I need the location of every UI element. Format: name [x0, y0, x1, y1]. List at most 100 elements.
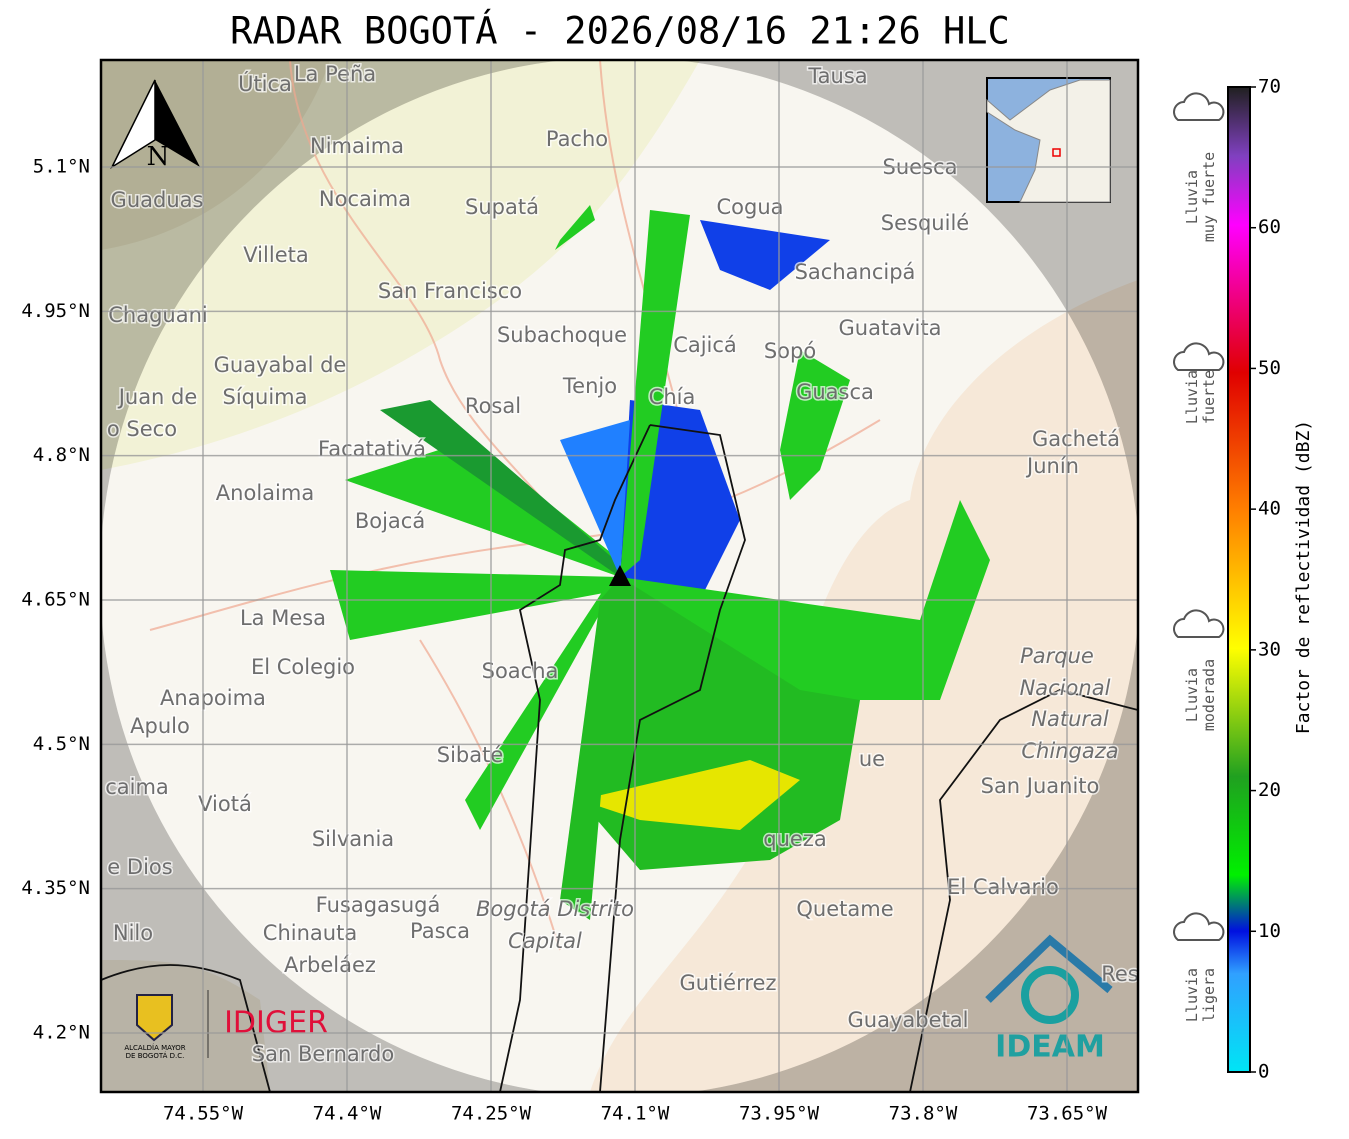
north-arrow: N: [110, 79, 200, 172]
place-label: Pacho: [546, 127, 608, 151]
place-label: Sachancipá: [795, 260, 916, 284]
place-label: Rosal: [465, 394, 521, 418]
place-label: Tenjo: [562, 374, 617, 398]
place-label: Pasca: [410, 919, 470, 943]
place-label: Res: [1101, 962, 1139, 986]
place-label: Capital: [508, 929, 582, 953]
boundaries: [101, 424, 1138, 1092]
place-label: Arbeláez: [284, 953, 376, 977]
legend-label: ligera: [1200, 968, 1218, 1022]
place-label: Guasca: [796, 380, 874, 404]
alcaldia-logo: ALCALDÍA MAYOR DE BOGOTÁ D.C. IDIGER: [124, 990, 328, 1060]
colorbar-tick-label: 70: [1258, 76, 1281, 98]
place-label: caima: [105, 775, 169, 799]
colorbar-tick-label: 0: [1258, 1061, 1269, 1083]
place-label: La Peña: [294, 62, 376, 86]
place-label: e Dios: [107, 855, 172, 879]
place-label: Síquima: [223, 385, 308, 409]
place-label: El Colegio: [251, 655, 355, 679]
north-label: N: [147, 142, 170, 172]
legend-label: Lluvia: [1183, 968, 1201, 1022]
map: N ALCALDÍA MAYOR DE BOGOTÁ D.C. IDIGER I…: [101, 60, 1139, 1092]
lon-tick-label: 74.4°W: [313, 1103, 382, 1125]
weather-icon: [1173, 92, 1225, 121]
place-label: Nimaima: [310, 134, 404, 158]
radar-echoes: [330, 205, 990, 920]
place-label: Bojacá: [355, 509, 425, 533]
place-label: Fusagasugá: [316, 893, 441, 917]
place-label: o Seco: [107, 417, 177, 441]
logo-text: DE BOGOTÁ D.C.: [126, 1051, 185, 1060]
lat-tick-label: 4.8°N: [33, 444, 90, 466]
weather-icon: [1173, 342, 1225, 371]
place-label: Cajicá: [673, 333, 737, 357]
place-label: Junín: [1025, 454, 1079, 478]
place-label: Chingaza: [1021, 739, 1118, 763]
place-label: Útica: [238, 71, 292, 96]
title: RADAR BOGOTÁ - 2026/08/16 21:26 HLC: [230, 9, 1010, 53]
map-frame: [99, 58, 1140, 1094]
ideam-logo: IDEAM: [985, 934, 1113, 1065]
place-label: San Juanito: [981, 774, 1100, 798]
lat-tick-label: 4.65°N: [21, 588, 90, 610]
place-label: queza: [763, 827, 826, 851]
colorbar-label: Factor de reflectividad (dBZ): [1293, 420, 1314, 734]
place-label: Guayabetal: [848, 1008, 969, 1032]
lon-tick-label: 73.8°W: [889, 1103, 958, 1125]
colorbar-tick-label: 50: [1258, 357, 1281, 379]
idiger-logo: IDIGER: [224, 1006, 328, 1041]
place-label: Soacha: [482, 659, 559, 683]
place-label: Anapoima: [160, 686, 266, 710]
radar-site: [609, 565, 631, 586]
legend-label: Lluvia: [1183, 668, 1201, 722]
place-label: Subachoque: [497, 323, 627, 347]
place-label: Sopó: [764, 339, 816, 363]
colorbar-tick-label: 10: [1258, 920, 1281, 942]
weather-icon: [1173, 912, 1225, 941]
weather-icon: [1173, 609, 1225, 638]
colorbar: [1227, 86, 1251, 1073]
colorbar-tick-label: 40: [1258, 498, 1281, 520]
legend-label: Lluvia: [1183, 170, 1201, 224]
place-label: Chía: [649, 385, 696, 409]
place-label: Nacional: [1020, 676, 1111, 700]
place-label: Chaguani: [108, 303, 208, 327]
place-label: Supatá: [465, 195, 539, 219]
place-label: Bogotá Distrito: [476, 897, 634, 921]
lon-tick-label: 73.65°W: [1027, 1103, 1108, 1125]
place-label: San Francisco: [378, 279, 522, 303]
legend-label: muy fuerte: [1200, 152, 1218, 242]
lon-tick-label: 74.25°W: [451, 1103, 532, 1125]
place-labels: Útica La Peña Tausa Pacho Nimaima Guaduas Noca…: [104, 61, 1139, 1068]
logo-text: ALCALDÍA MAYOR: [124, 1043, 185, 1052]
place-label: Cogua: [716, 195, 783, 219]
place-label: San Bernardo: [252, 1042, 394, 1066]
place-label: Sesquilé: [881, 211, 969, 235]
place-label: Natural: [1031, 707, 1109, 731]
lat-tick-label: 5.1°N: [33, 156, 90, 178]
place-label: Guayabal de: [214, 353, 347, 377]
lat-tick-label: 4.95°N: [21, 300, 90, 322]
place-label: Gachetá: [1032, 427, 1120, 451]
ideam-text: IDEAM: [995, 1030, 1105, 1065]
place-label: Guatavita: [839, 316, 942, 340]
place-label: Nocaima: [319, 187, 411, 211]
place-label: Facatativá: [318, 437, 426, 461]
lon-tick-label: 74.1°W: [601, 1103, 670, 1125]
grid: [101, 60, 1138, 1092]
place-label: Apulo: [130, 714, 190, 738]
place-label: Gutiérrez: [680, 971, 777, 995]
lat-tick-label: 4.35°N: [21, 877, 90, 899]
inset-map: [986, 77, 1111, 203]
place-label: El Calvario: [947, 875, 1059, 899]
legend-label: fuerte: [1200, 370, 1218, 424]
lon-tick-label: 74.55°W: [163, 1103, 244, 1125]
place-label: Viotá: [198, 792, 252, 816]
place-label: Juan de: [117, 385, 198, 409]
place-label: Quetame: [796, 897, 893, 921]
lon-tick-label: 73.95°W: [739, 1103, 820, 1125]
place-label: Nilo: [113, 921, 153, 945]
place-label: Silvania: [312, 827, 394, 851]
place-label: Chinauta: [263, 921, 357, 945]
